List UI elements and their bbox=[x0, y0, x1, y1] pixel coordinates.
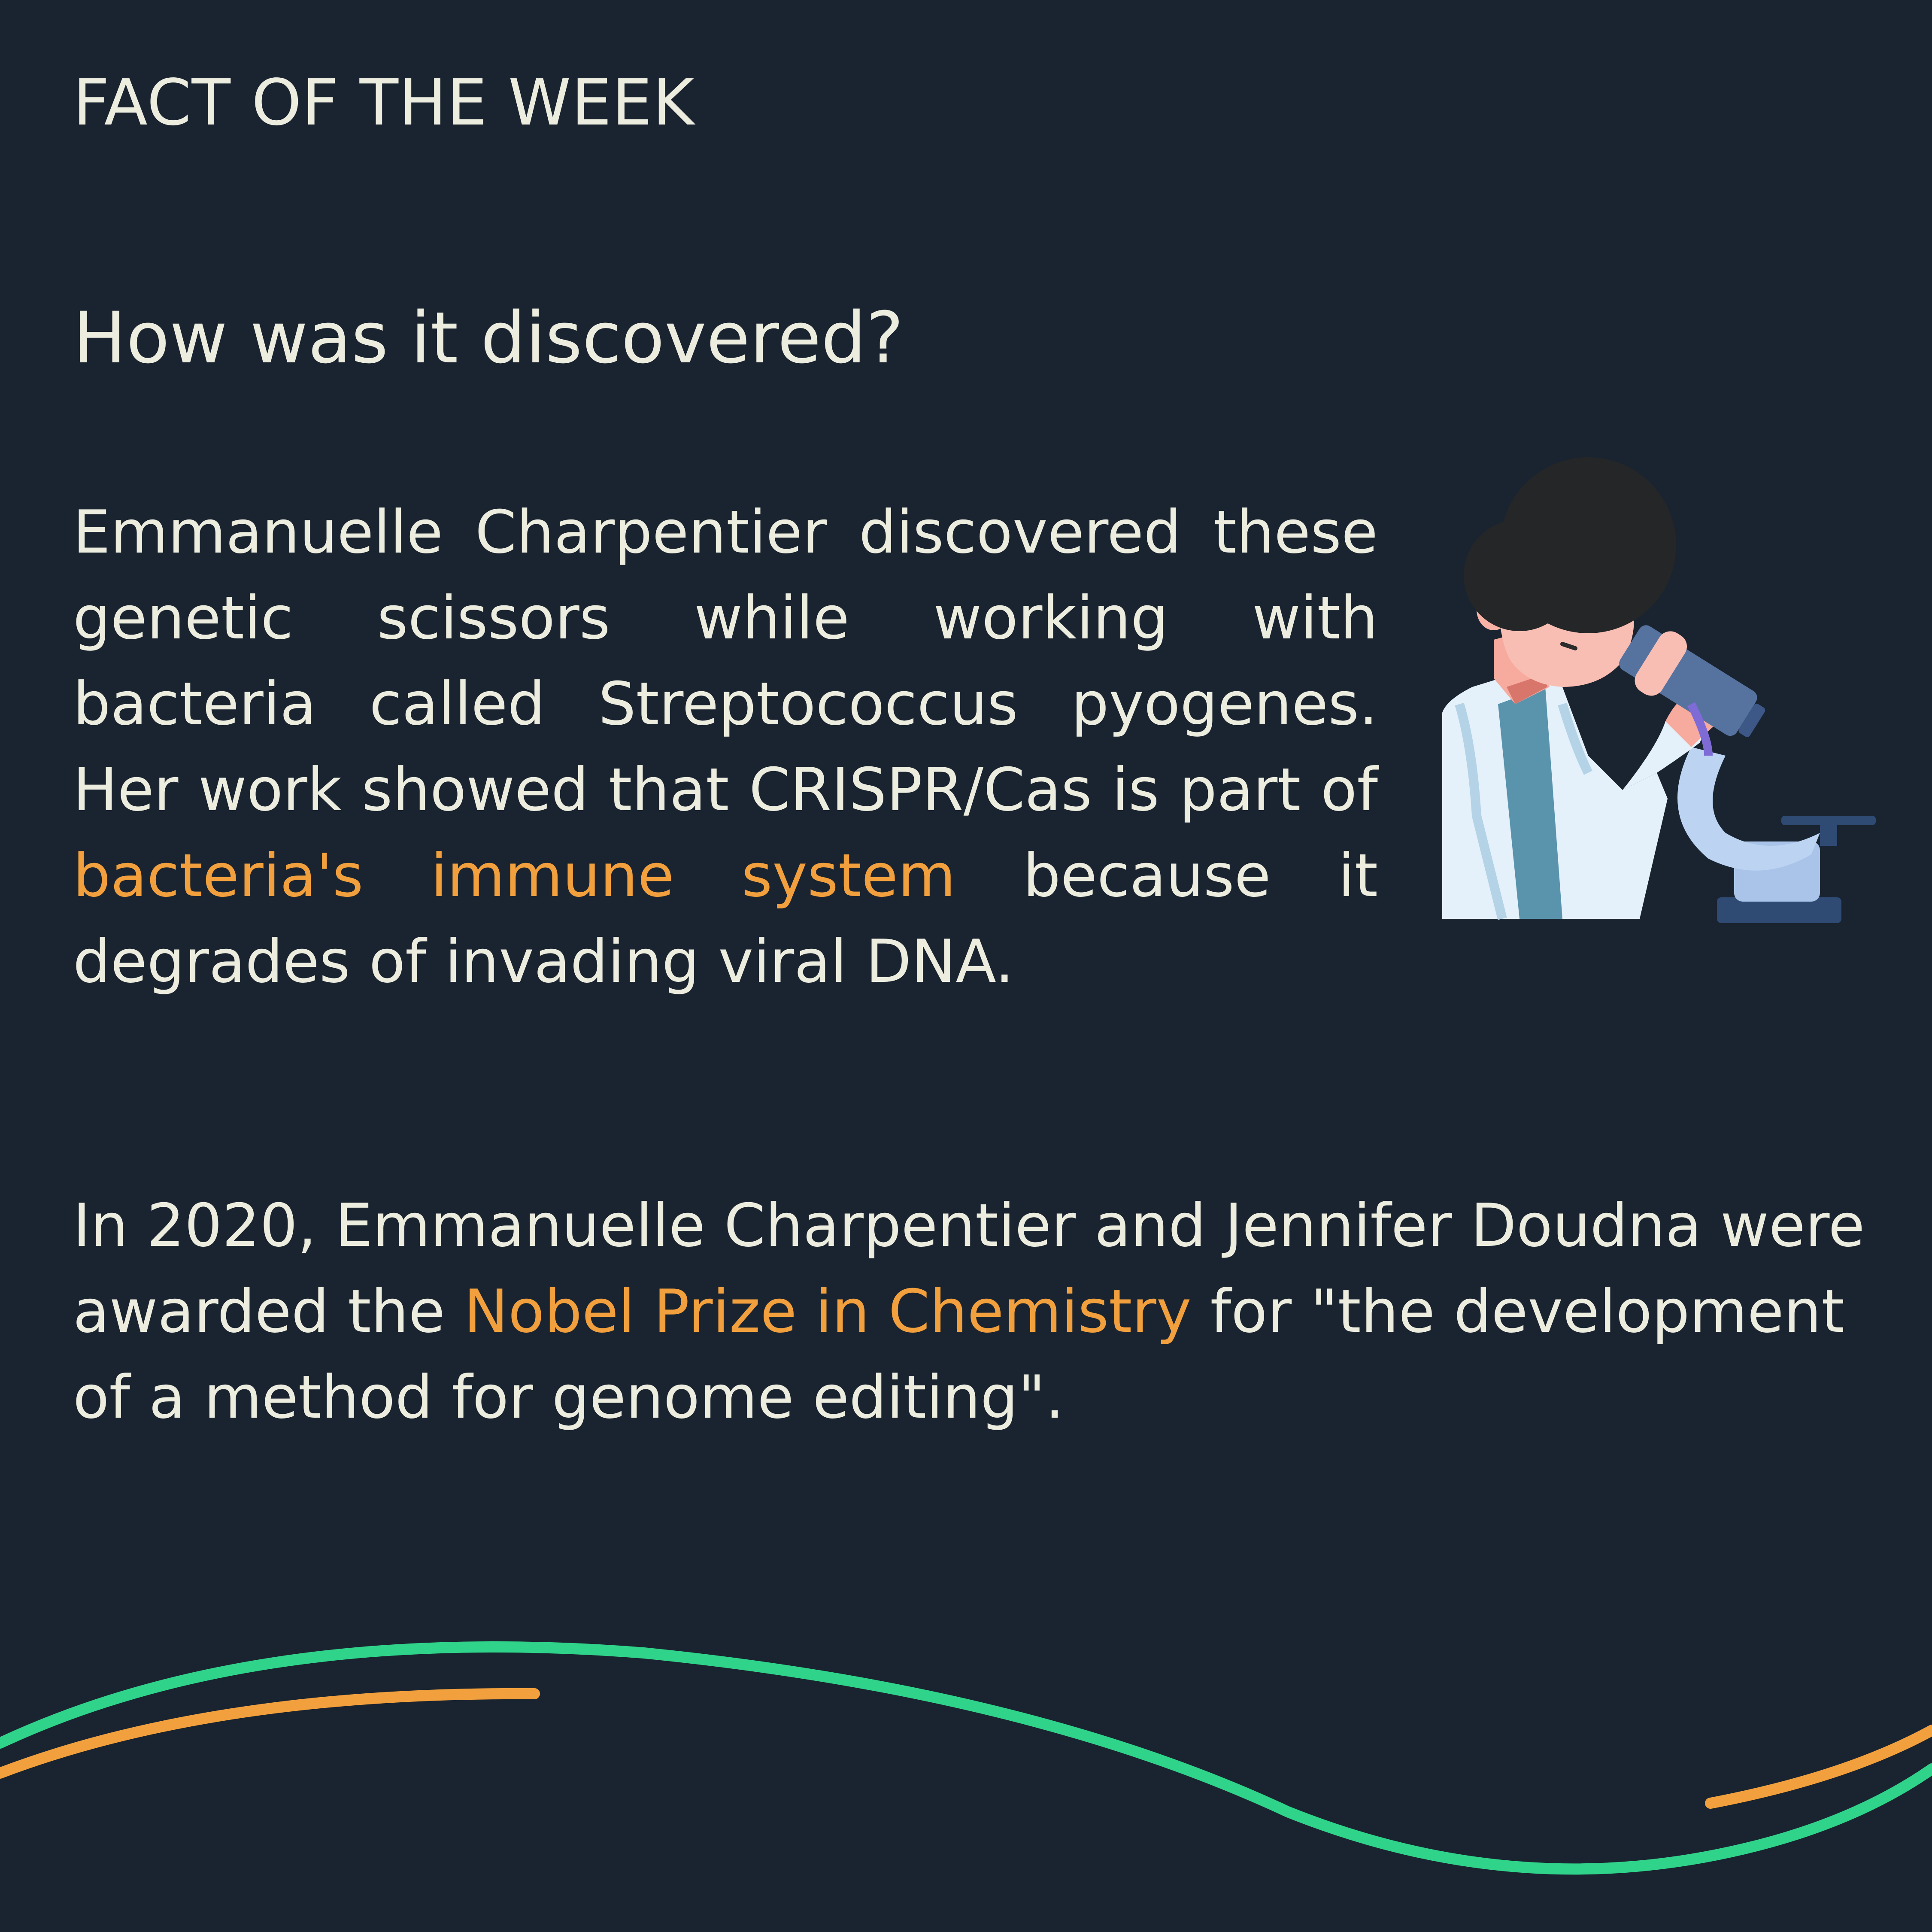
microscope-base bbox=[1717, 897, 1841, 923]
kicker-label: FACT OF THE WEEK bbox=[73, 66, 695, 140]
orange-wave-right bbox=[1705, 1725, 1932, 1809]
nobel-text-end: for "the development of a method for gen… bbox=[73, 1277, 1845, 1432]
discovery-highlight: bacteria's immune system bbox=[73, 841, 956, 910]
shirt bbox=[1498, 687, 1562, 919]
green-wave bbox=[0, 1641, 1932, 1875]
orange-wave-left bbox=[0, 1688, 540, 1779]
discovery-paragraph: Emmanuelle Charpentier discovered these … bbox=[73, 489, 1378, 1005]
page-title: How was it discovered? bbox=[73, 297, 904, 379]
discovery-text-end: because it degrades of invading viral DN… bbox=[73, 841, 1378, 996]
microscope-arm bbox=[1677, 747, 1820, 871]
nobel-paragraph: In 2020, Emmanuelle Charpentier and Jenn… bbox=[73, 1183, 1871, 1440]
discovery-text-start: Emmanuelle Charpentier discovered these … bbox=[73, 498, 1378, 824]
nobel-highlight: Nobel Prize in Chemistry bbox=[464, 1277, 1192, 1346]
microscope-stage bbox=[1781, 816, 1876, 825]
lab-coat bbox=[1442, 670, 1668, 919]
scientist-microscope-icon bbox=[1442, 457, 1876, 923]
decorative-waves bbox=[0, 1641, 1932, 1875]
nobel-text-start: In 2020, Emmanuelle Charpentier and Jenn… bbox=[73, 1191, 1865, 1346]
